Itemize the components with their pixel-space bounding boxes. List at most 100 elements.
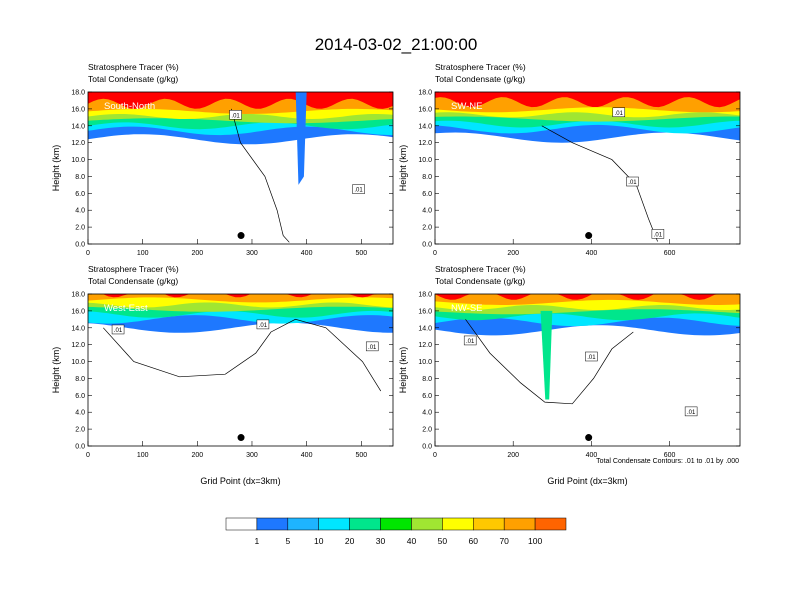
colorbar-label: 20 xyxy=(345,536,355,546)
colorbar-swatch xyxy=(534,517,567,531)
colorbar-swatch xyxy=(380,517,412,531)
colorbar-swatch xyxy=(411,517,443,531)
plot-frame xyxy=(87,293,394,447)
x-tick-label: 300 xyxy=(246,452,258,459)
colorbar-swatch xyxy=(256,517,289,531)
y-axis-label: Height (km) xyxy=(51,145,61,192)
contour-label: .01 xyxy=(651,229,665,239)
panel-subtitle: Total Condensate (g/kg) xyxy=(435,276,525,286)
colorbar-swatch xyxy=(225,517,258,531)
contour-label-text: .01 xyxy=(587,355,596,361)
location-marker xyxy=(237,434,245,442)
y-tick-label: 6.0 xyxy=(75,191,85,198)
tracer-field xyxy=(88,92,393,185)
contour-label-text: .01 xyxy=(368,345,377,351)
x-tick-label: 600 xyxy=(664,452,676,459)
y-tick-label: 0.0 xyxy=(422,242,432,249)
colorbar-label: 60 xyxy=(469,536,479,546)
location-marker xyxy=(585,232,593,240)
contour-label-text: .01 xyxy=(231,113,240,119)
y-tick-label: 14.0 xyxy=(418,123,432,130)
contour-label-text: .01 xyxy=(259,323,268,329)
contour-label-box xyxy=(684,406,698,417)
plot-frame xyxy=(434,91,741,245)
contour-label: .01 xyxy=(111,324,125,335)
contour-label: .01 xyxy=(352,184,365,194)
contour-label: .01 xyxy=(256,319,270,330)
colorbar-label: 40 xyxy=(407,536,417,546)
x-tick-label: 100 xyxy=(137,250,149,257)
x-axis-label: Grid Point (dx=3km) xyxy=(547,476,627,486)
panel-label: NW-SE xyxy=(451,303,483,314)
colorbar-label: 70 xyxy=(499,536,509,546)
contour-label-box xyxy=(626,176,639,187)
y-tick-label: 18.0 xyxy=(418,90,432,97)
y-tick-label: 12.0 xyxy=(71,140,85,147)
y-tick-label: 8.0 xyxy=(75,174,85,181)
panel-south-north: South-North Stratosphere Tracer (%) Total … xyxy=(51,62,394,257)
x-tick-label: 200 xyxy=(507,250,519,257)
contour-label-text: .01 xyxy=(628,180,637,186)
panels: South-North Stratosphere Tracer (%) Total … xyxy=(51,62,741,486)
y-tick-label: 0.0 xyxy=(75,444,85,451)
location-marker xyxy=(237,232,245,240)
y-axis-label: Height (km) xyxy=(398,347,408,394)
y-tick-label: 12.0 xyxy=(418,342,432,349)
location-marker xyxy=(585,434,593,442)
y-tick-label: 14.0 xyxy=(418,325,432,332)
colorbar-swatch xyxy=(442,517,474,531)
contour-label-box xyxy=(463,335,477,346)
contour-label-box xyxy=(229,110,242,120)
x-tick-label: 400 xyxy=(586,250,598,257)
y-tick-label: 8.0 xyxy=(75,376,85,383)
contour-label: .01 xyxy=(229,110,242,120)
y-tick-label: 4.0 xyxy=(422,208,432,215)
y-tick-label: 2.0 xyxy=(75,225,85,232)
condensate-contour xyxy=(465,319,634,405)
x-tick-label: 600 xyxy=(664,250,676,257)
y-axis-label: Height (km) xyxy=(398,145,408,192)
panel-title: Stratosphere Tracer (%) xyxy=(88,62,179,72)
tracer-band xyxy=(88,294,393,303)
contour-label-text: .01 xyxy=(466,339,475,345)
y-tick-label: 8.0 xyxy=(422,376,432,383)
y-tick-label: 14.0 xyxy=(71,325,85,332)
contour-label: .01 xyxy=(365,341,379,352)
colorbar: 1 5 10 20 30 40 50 60 70 100 xyxy=(225,517,567,546)
colorbar-label: 100 xyxy=(528,536,542,546)
panel-nw-se: NW-SE Stratosphere Tracer (%) Total Conden… xyxy=(398,264,741,486)
tracer-band xyxy=(435,294,740,300)
panel-label: West-East xyxy=(104,303,148,314)
panel-sw-ne: SW-NE Stratosphere Tracer (%) Total Conden… xyxy=(398,62,741,257)
colorbar-label: 1 xyxy=(255,536,260,546)
y-tick-label: 2.0 xyxy=(75,427,85,434)
y-tick-label: 0.0 xyxy=(75,242,85,249)
colorbar-swatch xyxy=(473,517,505,531)
contour-label-text: .01 xyxy=(114,328,123,334)
y-tick-label: 6.0 xyxy=(422,393,432,400)
y-tick-label: 2.0 xyxy=(422,225,432,232)
y-tick-label: 18.0 xyxy=(71,90,85,97)
tracer-field xyxy=(435,294,740,400)
y-tick-label: 18.0 xyxy=(418,292,432,299)
x-tick-label: 400 xyxy=(301,250,313,257)
y-tick-label: 16.0 xyxy=(71,106,85,113)
contour-label: .01 xyxy=(463,335,477,346)
contour-label-box xyxy=(365,341,379,352)
panel-title: Stratosphere Tracer (%) xyxy=(88,264,179,274)
tracer-band xyxy=(88,294,393,298)
x-tick-label: 0 xyxy=(433,452,437,459)
contour-label: .01 xyxy=(626,176,639,187)
panel-subtitle: Total Condensate (g/kg) xyxy=(88,74,178,84)
contour-label-box xyxy=(256,319,270,330)
x-tick-label: 200 xyxy=(191,250,203,257)
contour-label-text: .01 xyxy=(354,188,363,194)
y-tick-label: 4.0 xyxy=(422,410,432,417)
y-tick-label: 16.0 xyxy=(418,106,432,113)
y-tick-label: 16.0 xyxy=(418,308,432,315)
panel-label: South-North xyxy=(104,101,155,112)
colorbar-label: 5 xyxy=(285,536,290,546)
x-tick-label: 0 xyxy=(433,250,437,257)
colorbar-swatch xyxy=(503,517,536,531)
